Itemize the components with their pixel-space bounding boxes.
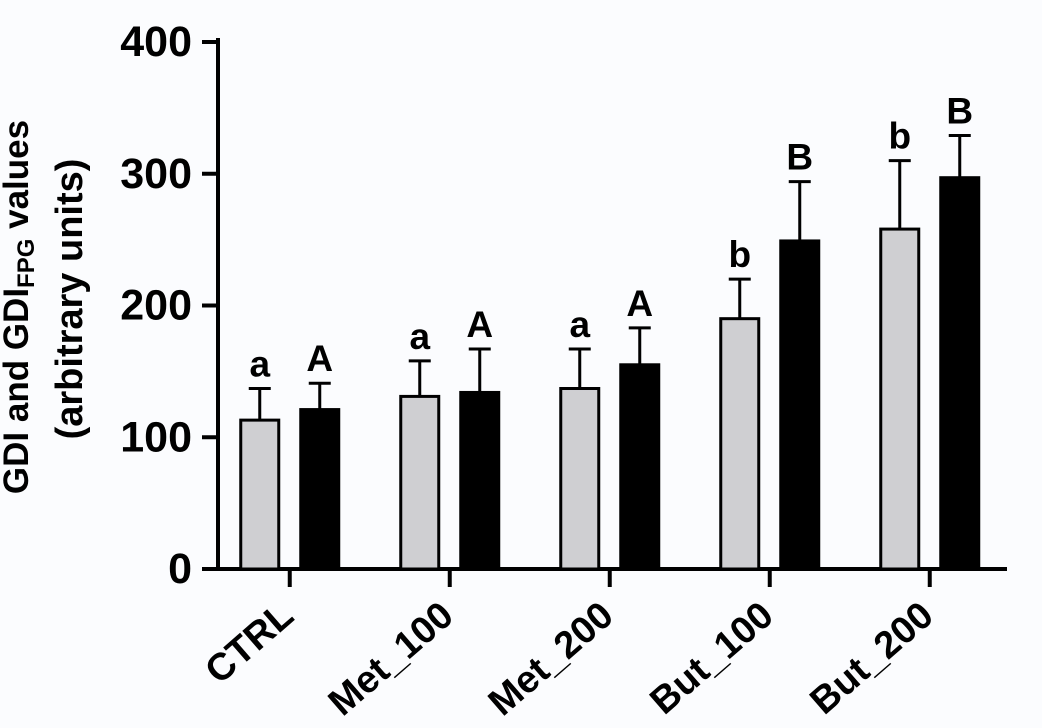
svg-text:A: A: [626, 283, 653, 324]
svg-text:(arbitrary units): (arbitrary units): [49, 159, 91, 440]
svg-text:A: A: [466, 304, 493, 345]
svg-text:200: 200: [120, 282, 192, 330]
svg-text:b: b: [728, 234, 751, 275]
svg-text:a: a: [569, 304, 590, 345]
svg-text:300: 300: [120, 150, 192, 198]
svg-text:B: B: [946, 91, 973, 132]
svg-text:400: 400: [120, 18, 192, 66]
svg-text:a: a: [409, 316, 430, 357]
svg-text:b: b: [888, 116, 911, 157]
svg-text:a: a: [249, 344, 270, 385]
svg-text:100: 100: [120, 413, 192, 461]
svg-text:A: A: [306, 338, 333, 379]
svg-text:B: B: [786, 137, 813, 178]
svg-text:GDI and GDIFPG values: GDI and GDIFPG values: [0, 120, 40, 494]
svg-text:0: 0: [168, 545, 192, 593]
